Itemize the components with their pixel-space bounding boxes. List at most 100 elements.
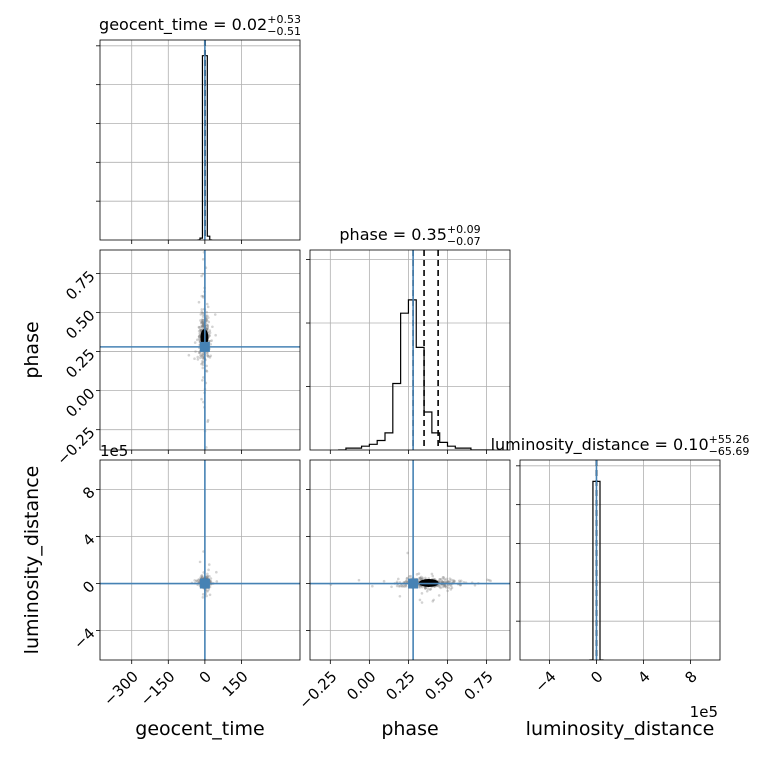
title-lower-luminosity_distance: −65.69 [709,445,750,458]
sample-point [205,364,208,368]
x-tick-label-luminosity_distance: 4 [634,668,653,687]
sample-point [424,586,427,590]
sample-point [458,579,461,583]
sample-point [450,586,454,590]
sample-point [205,575,208,579]
sample-point [202,325,205,328]
x-tick-label-phase: 0.00 [343,668,379,704]
sample-point [443,585,447,588]
sample-point [201,379,204,382]
histogram-phase [338,299,495,450]
y-tick-label-luminosity_distance: −4 [70,624,98,652]
panel-frame [309,249,511,451]
sample-point [201,363,205,367]
sample-point [419,575,423,579]
y-tick-label-phase: 0.50 [62,306,98,342]
y-tick-label-phase: 0.25 [62,345,98,381]
sample-point [201,596,205,599]
sample-point [418,578,421,582]
sample-point [424,586,428,589]
sample-point [199,319,202,322]
sample-point [405,577,409,580]
panel-frame [99,39,301,241]
sample-point [197,580,201,584]
x-offset-label: 1e5 [690,703,718,721]
sample-point [199,328,202,331]
sample-point [420,592,424,595]
sample-point [459,583,462,587]
panel-frame [519,459,721,661]
title-lower-geocent_time: −0.51 [267,25,301,38]
sample-point [197,335,201,338]
sample-point [429,587,433,591]
sample-point [486,578,489,582]
sample-point [448,577,452,581]
sample-point [420,577,424,581]
sample-point [205,327,209,331]
sample-point [209,343,212,346]
sample-point [199,356,202,360]
sample-point [418,585,422,589]
sample-point [206,420,209,423]
y-axis-label-luminosity_distance: luminosity_distance [21,466,43,655]
sample-point [473,583,477,587]
sample-point [201,356,204,359]
sample-point [207,355,210,358]
sample-point [430,572,434,576]
sample-point [201,320,204,324]
sample-point [205,575,209,578]
sample-point [406,576,409,580]
sample-point [420,585,424,589]
sample-point [197,351,201,355]
sample-point [418,576,422,580]
sample-point [199,321,203,325]
sample-point [442,583,446,587]
sample-point [452,580,456,584]
sample-point [208,334,212,338]
sample-point [206,354,209,358]
sample-point [202,311,205,315]
sample-point [445,586,448,589]
panel-content [100,250,300,450]
sample-point [205,352,209,355]
sample-point [206,324,210,327]
sample-point [442,584,446,588]
sample-point [208,356,212,359]
sample-point [205,328,209,331]
sample-point [205,594,208,598]
sample-point [201,357,205,360]
sample-point [197,578,201,581]
x-tick-label-phase: 0.75 [460,668,496,704]
sample-point [447,580,450,584]
sample-point [438,578,442,581]
sample-point [198,334,201,338]
sample-point [210,339,213,342]
sample-point [201,319,204,322]
sample-point [194,350,197,353]
sample-point [193,579,196,582]
sample-point [201,593,205,596]
y-tick-label-phase: −0.25 [53,424,98,469]
sample-point [202,318,205,322]
sample-point [193,341,197,344]
sample-point [397,585,401,588]
panel-phase-phase [306,249,511,454]
sample-point [207,333,211,337]
sample-point [201,315,205,318]
sample-point [409,574,412,578]
sample-point [424,586,427,590]
panel-frame [309,459,511,661]
x-tick-label-luminosity_distance: −4 [531,668,559,696]
title-upper: +55.26 [709,433,750,446]
sample-point [200,328,203,332]
x-tick-label-luminosity_distance: 8 [681,668,700,687]
sample-point [209,579,212,583]
sample-point [400,584,404,588]
sample-point [447,586,451,589]
sample-point [197,337,201,341]
sample-point [404,579,408,583]
sample-point [187,353,191,357]
sample-point [421,576,424,580]
y-tick-label-luminosity_distance: 8 [79,483,98,502]
title-upper: +0.53 [267,13,301,26]
